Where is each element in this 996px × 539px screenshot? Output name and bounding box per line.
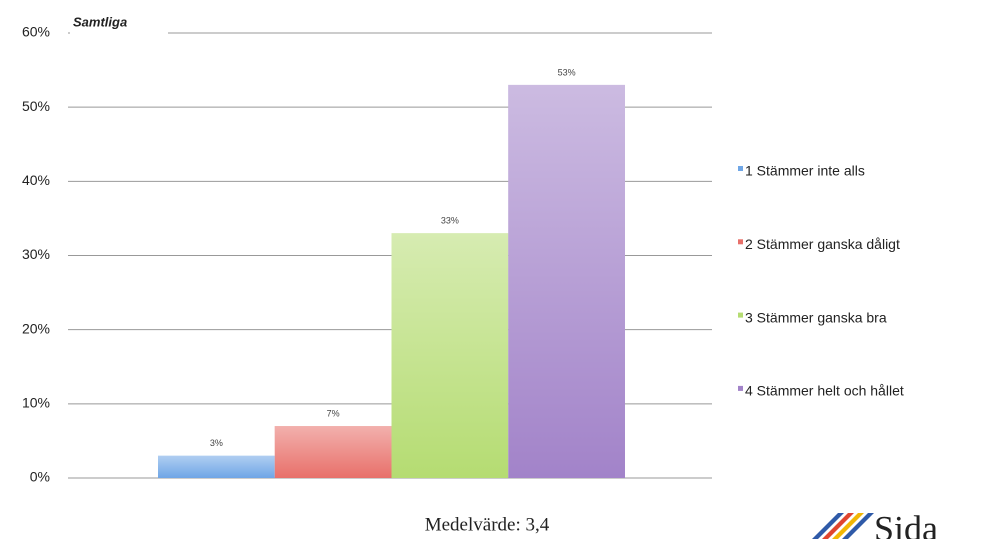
legend-label: 4 Stämmer helt och hållet [745, 383, 904, 399]
bar-sheen [391, 233, 509, 478]
legend-label: 1 Stämmer inte alls [745, 163, 865, 179]
legend-label: 2 Stämmer ganska dåligt [745, 236, 900, 252]
logo-icon [812, 513, 874, 539]
bar-sheen [158, 455, 275, 478]
value-label: 53% [558, 67, 576, 77]
y-tick-label: 50% [22, 98, 50, 114]
legend-swatch [738, 312, 743, 318]
grid [68, 32, 712, 479]
value-label: 33% [441, 216, 459, 226]
y-tick-label: 10% [22, 395, 50, 411]
y-tick-label: 20% [22, 320, 50, 336]
y-tick-label: 60% [22, 24, 50, 40]
title-bg [70, 14, 168, 34]
annotation: Medelvärde: 3,4 [425, 514, 550, 535]
bar-sheen [508, 84, 625, 479]
legend-swatch [738, 239, 743, 245]
value-label: 3% [210, 438, 223, 448]
legend-swatch [738, 385, 743, 391]
y-tick-label: 40% [22, 172, 50, 188]
legend-swatch [738, 166, 743, 171]
legend-label: 3 Stämmer ganska bra [745, 309, 887, 325]
y-tick-label: 30% [22, 246, 50, 262]
logo-text: Sida [874, 508, 938, 539]
y-tick-label: 0% [30, 469, 50, 485]
value-label: 7% [327, 408, 340, 418]
bar-sheen [274, 426, 392, 478]
chart-title: Samtliga [73, 14, 127, 29]
